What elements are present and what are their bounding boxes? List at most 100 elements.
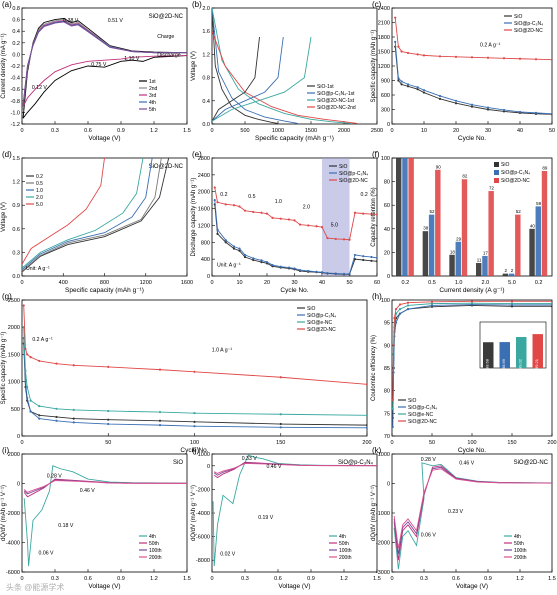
legend-label: SiO@p-C₃N₄-1st xyxy=(317,91,355,97)
panel-tag: (e) xyxy=(192,150,202,159)
data-point xyxy=(375,256,377,259)
y-tick-label: 1600 xyxy=(198,207,210,213)
data-point xyxy=(320,226,324,229)
legend-label: 1st xyxy=(149,79,156,85)
data-point xyxy=(158,410,162,414)
data-point xyxy=(422,89,426,92)
legend-swatch xyxy=(494,162,499,167)
data-point xyxy=(470,302,474,305)
legend-label: SiO xyxy=(339,164,347,170)
data-point xyxy=(470,103,474,106)
x-axis-label: Specific capacity (mAh g⁻¹) xyxy=(255,135,334,142)
y-tick-label: 2800 xyxy=(198,156,210,162)
x-tick-label: 1600 xyxy=(181,280,193,286)
bar-value-label: 18 xyxy=(450,249,456,254)
y-tick-label: -0.6 xyxy=(11,87,20,93)
annotation: 1.0 xyxy=(275,199,282,205)
series-line xyxy=(212,8,298,124)
legend-label: SiO@2D-NC xyxy=(501,178,530,184)
data-point xyxy=(454,55,458,58)
data-point xyxy=(398,303,402,306)
annotation: 0.33 V xyxy=(242,456,258,462)
plot-frame xyxy=(21,157,188,277)
data-point xyxy=(193,425,196,428)
plot-frame xyxy=(391,453,553,573)
y-axis-label: Voltage (V) xyxy=(191,51,197,81)
data-point xyxy=(293,219,296,222)
x-axis-label: Voltage (V) xyxy=(88,583,120,590)
legend-label: 4th xyxy=(149,100,156,106)
x-tick-label: 0.3 xyxy=(241,576,249,582)
retention-bar xyxy=(515,214,521,276)
bar-value-label: 59 xyxy=(536,201,542,206)
y-tick-label: 1.6 xyxy=(202,29,210,35)
y-tick-label: 1200 xyxy=(198,223,210,229)
data-point xyxy=(334,237,337,241)
panel-j: (j) 0 0.3 0.6 0.9 1.2 1.5 -8000 -6000 -4000 -2000 0… xyxy=(191,446,381,590)
x-tick-label: 1.5 xyxy=(548,576,556,582)
legend-label: SiO@p-C₃N₄ xyxy=(514,21,543,27)
data-point xyxy=(265,260,269,264)
data-point xyxy=(107,409,110,413)
data-point xyxy=(213,186,216,189)
inset-bar xyxy=(499,342,510,368)
x-tick-label: 1200 xyxy=(140,280,152,286)
data-point xyxy=(430,304,434,307)
legend-label: 2nd xyxy=(149,86,158,92)
y-tick-label: 0.8 xyxy=(202,76,210,82)
y-tick-label: 300 xyxy=(381,108,390,114)
data-point xyxy=(392,425,394,429)
series-line xyxy=(212,8,279,124)
legend-label: SiO xyxy=(408,398,416,404)
data-point xyxy=(38,359,41,363)
x-axis-label: Voltage (V) xyxy=(456,583,488,590)
inset-bar xyxy=(483,342,494,368)
annotation: 0.18 V xyxy=(58,523,74,529)
legend-label: SiO@2D-NC xyxy=(514,28,543,34)
panel-d: (d) 0 400 800 1200 1600 0.0 0.3 0.6 0.9 1.2 1.5 Spec… xyxy=(1,150,193,294)
data-point xyxy=(430,302,434,305)
y-tick-label: 100 xyxy=(381,156,390,162)
y-tick-label: 2.0 xyxy=(202,6,210,12)
panel-tag: (i) xyxy=(2,446,9,455)
x-tick-label: 800 xyxy=(100,280,109,286)
x-tick-label: 5.0 xyxy=(508,280,516,286)
data-point xyxy=(279,413,282,416)
x-tick-label: 20 xyxy=(264,280,270,286)
series-line xyxy=(23,465,187,567)
bar-value-label: 82 xyxy=(462,174,468,179)
legend-label: 5th xyxy=(149,107,156,113)
x-tick-label: 0.2 xyxy=(402,280,410,286)
inset-bar xyxy=(516,337,527,368)
bar-value-label: 100 xyxy=(402,153,410,158)
annotation: 0.2 xyxy=(361,192,368,198)
bar-value-label: 29 xyxy=(456,236,462,241)
data-point xyxy=(158,419,162,422)
panel-a: (a) 0 0.3 0.6 0.9 1.2 1.5 -1.2 -1.0 -0.8 -0.6 -0.4 -… xyxy=(1,0,191,142)
inset-value-label: 98.69 xyxy=(501,358,506,369)
data-point xyxy=(518,57,522,60)
data-point xyxy=(298,223,302,226)
plot-frame xyxy=(211,7,378,125)
x-tick-label: 2500 xyxy=(371,128,383,134)
y-tick-label: -4000 xyxy=(6,541,20,547)
x-tick-label: 0 xyxy=(210,128,213,134)
x-tick-label: 0.3 xyxy=(51,128,59,134)
annotation: Charge xyxy=(157,34,174,40)
series-line xyxy=(22,158,170,273)
x-axis-label: Cycle No. xyxy=(180,447,208,454)
x-axis-label: Cycle No. xyxy=(280,287,308,294)
data-point xyxy=(510,302,514,305)
data-point xyxy=(370,259,373,262)
series-line xyxy=(394,41,552,115)
data-point xyxy=(394,40,397,43)
bar-value-label: 90 xyxy=(436,164,442,169)
data-point xyxy=(370,212,373,216)
data-point xyxy=(55,407,58,410)
data-point xyxy=(348,238,351,241)
data-point xyxy=(534,111,538,114)
data-point xyxy=(260,259,263,262)
data-point xyxy=(375,260,377,263)
data-point xyxy=(265,212,269,215)
